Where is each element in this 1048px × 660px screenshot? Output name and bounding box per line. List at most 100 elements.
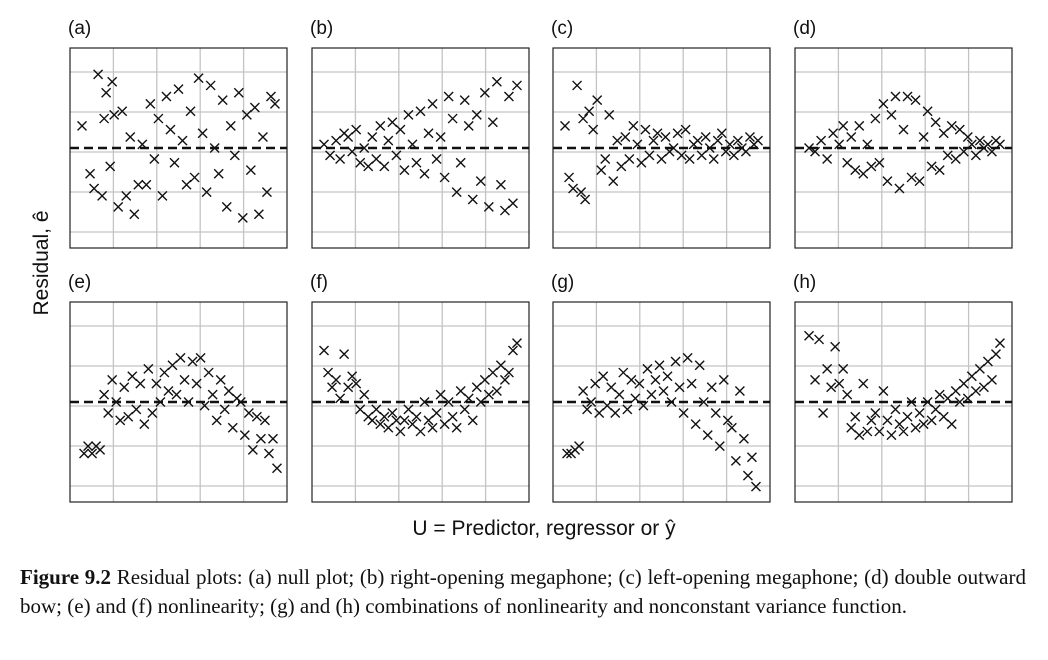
figure-caption-label: Figure 9.2 [20,565,112,589]
data-point-x-marker [115,415,126,426]
data-point-x-marker [261,187,272,198]
data-point-x-marker [475,397,486,407]
data-point-x-marker [716,128,727,139]
data-point-x-marker [576,187,587,198]
data-point-x-marker [149,154,160,165]
data-point-x-marker [101,87,112,98]
data-point-x-marker [678,408,689,419]
data-point-x-marker [810,374,821,385]
data-point-x-marker [744,131,755,142]
data-point-x-marker [93,69,104,80]
data-point-x-marker [327,382,338,393]
data-point-x-marker [423,128,434,139]
data-point-x-marker [211,415,222,426]
data-point-x-marker [95,444,106,455]
data-point-x-marker [251,411,262,422]
data-point-x-marker [323,367,334,378]
data-point-x-marker [676,150,687,161]
data-point-x-marker [325,150,336,161]
data-point-x-marker [934,389,945,400]
data-point-x-marker [269,98,280,109]
data-point-x-marker [804,143,815,153]
data-point-x-marker [141,179,152,190]
data-point-x-marker [423,415,434,426]
data-point-x-marker [656,154,667,165]
data-point-x-marker [229,150,240,161]
data-point-x-marker [986,146,997,157]
data-point-x-marker [834,139,845,150]
data-point-x-marker [974,363,985,374]
data-point-x-marker [560,120,571,131]
data-point-x-marker [165,124,176,135]
data-point-x-marker [245,165,256,176]
data-point-x-marker [982,139,993,150]
data-point-x-marker [351,378,362,389]
data-point-x-marker [650,374,661,385]
data-point-x-marker [511,338,522,349]
data-point-x-marker [219,404,230,415]
data-point-x-marker [966,371,977,382]
data-point-x-marker [602,400,613,411]
data-point-x-marker [950,154,961,165]
data-point-x-marker [467,415,478,426]
data-point-x-marker [499,374,510,385]
data-point-x-marker [159,367,170,378]
data-point-x-marker [443,397,454,407]
data-point-x-marker [834,378,845,389]
data-point-x-marker [483,201,494,212]
data-point-x-marker [147,408,158,419]
figure-caption: Figure 9.2 Residual plots: (a) null plot… [20,563,1026,621]
data-point-x-marker [660,131,671,142]
panel-label: (d) [793,18,816,39]
data-point-x-marker [902,411,913,422]
data-point-x-marker [471,109,482,120]
data-point-x-marker [339,349,350,360]
data-point-x-marker [89,183,100,194]
data-point-x-marker [728,150,739,161]
data-point-x-marker [399,165,410,176]
data-point-x-marker [177,135,188,146]
data-point-x-marker [942,393,953,404]
data-point-x-marker [347,146,358,157]
data-point-x-marker [574,441,585,452]
data-point-x-marker [351,124,362,135]
data-point-x-marker [738,433,749,444]
data-point-x-marker [439,172,450,183]
data-point-x-marker [654,360,665,371]
data-point-x-marker [962,131,973,142]
data-point-x-marker [201,187,212,198]
panel-label: (g) [551,272,574,293]
data-point-x-marker [926,161,937,172]
data-point-x-marker [387,117,398,128]
data-point-x-marker [259,415,270,426]
data-point-x-marker [680,124,691,135]
data-point-x-marker [225,120,236,131]
data-point-x-marker [668,143,679,153]
data-point-x-marker [618,367,629,378]
data-point-x-marker [451,422,462,433]
data-point-x-marker [503,91,514,102]
data-point-x-marker [906,397,917,407]
data-point-x-marker [726,422,737,433]
data-point-x-marker [946,419,957,430]
x-axis-label: U = Predictor, regressor or ŷ [412,517,676,540]
data-point-x-marker [850,411,861,422]
data-point-x-marker [171,389,182,400]
data-point-x-marker [103,408,114,419]
data-point-x-marker [712,135,723,146]
data-point-x-marker [994,338,1005,349]
data-point-x-marker [331,135,342,146]
data-point-x-marker [962,393,973,404]
panel-label: (h) [793,272,816,293]
data-point-x-marker [153,113,164,124]
data-point-x-marker [249,102,260,113]
data-point-x-marker [343,382,354,393]
data-point-x-marker [906,172,917,183]
data-point-x-marker [742,470,753,481]
data-point-x-marker [507,198,518,209]
data-point-x-marker [395,426,406,437]
data-point-x-marker [235,397,246,407]
data-point-x-marker [708,154,719,165]
data-point-x-marker [447,411,458,422]
data-point-x-marker [816,135,827,146]
